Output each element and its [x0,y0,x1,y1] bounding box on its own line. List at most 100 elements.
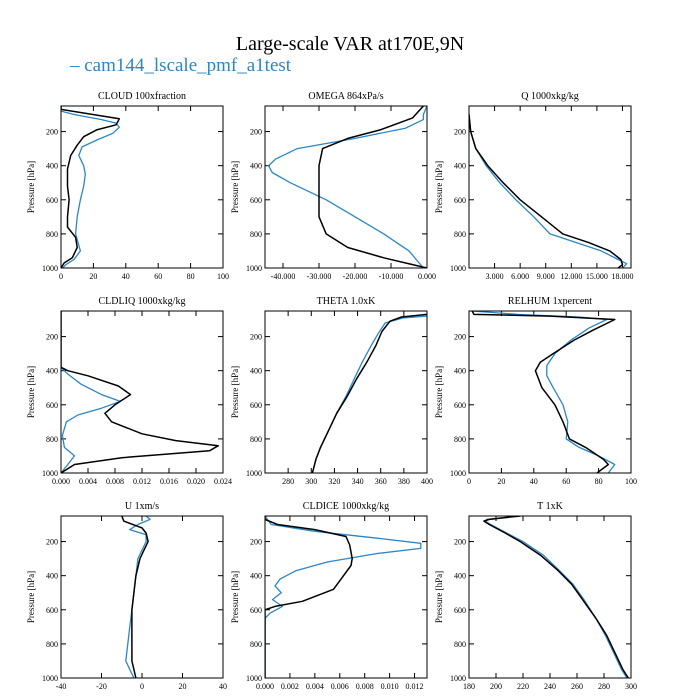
y-axis-label: Pressure [hPa] [230,571,240,623]
x-tick-label: 260 [571,682,583,691]
panel-title: CLDICE 1000xkg/kg [303,501,389,512]
x-tick-label: 40 [219,682,227,691]
y-tick-label: 1000 [42,469,58,478]
y-axis-label: Pressure [hPa] [434,571,444,623]
x-tick-label: 0.020 [187,477,205,486]
panel-title: CLOUD 100xfraction [98,91,186,102]
y-tick-label: 200 [46,333,58,342]
panel: OMEGA 864xPa/s Pressure [hPa] 200 400 600 800… [230,91,436,281]
plot-frame [264,515,428,679]
model-line [484,516,628,678]
x-tick-label: 0.010 [381,682,399,691]
x-tick-label: 360 [375,477,387,486]
y-tick-label: 800 [250,435,262,444]
y-tick-label: 400 [250,367,262,376]
x-tick-label: 9.000 [537,272,555,281]
y-tick-label: 200 [46,538,58,547]
x-tick-label: 300 [305,477,317,486]
y-tick-label: 200 [250,538,262,547]
reference-line [265,516,353,678]
y-axis-label: Pressure [hPa] [434,161,444,213]
y-tick-label: 1000 [450,264,466,273]
x-tick-label: 60 [154,272,162,281]
x-tick-label: 380 [398,477,410,486]
panel-title: THETA 1.0xK [317,296,376,307]
y-tick-label: 800 [454,640,466,649]
model-line [125,516,151,678]
x-tick-label: 0 [467,477,471,486]
legend-line-marker: – [70,55,80,76]
panel-title: T 1xK [537,501,563,512]
plot-frame [60,105,224,269]
x-tick-label: 280 [282,477,294,486]
x-tick-label: 3.000 [486,272,504,281]
x-tick-label: 320 [328,477,340,486]
y-tick-label: 600 [46,401,58,410]
x-tick-label: 0.004 [79,477,97,486]
x-tick-label: 6.000 [511,272,529,281]
plot-frame [468,515,632,679]
panel-title: OMEGA 864xPa/s [308,91,383,102]
x-tick-label: 12.000 [560,272,582,281]
y-tick-label: 1000 [42,674,58,683]
y-tick-label: 400 [454,572,466,581]
y-tick-label: 800 [250,640,262,649]
y-tick-label: 800 [46,230,58,239]
y-tick-label: 400 [46,572,58,581]
model-line [61,106,120,268]
panel: Q 1000xkg/kg Pressure [hPa] 200 400 600 800 10… [434,91,633,281]
x-tick-label: 0.000 [418,272,436,281]
y-tick-label: 200 [250,333,262,342]
x-tick-label: -30.000 [307,272,332,281]
x-tick-label: 0.000 [52,477,70,486]
y-tick-label: 800 [46,640,58,649]
panel-title: Q 1000xkg/kg [521,91,579,102]
x-tick-label: 400 [421,477,433,486]
y-tick-label: 600 [250,196,262,205]
reference-line [61,311,220,473]
x-tick-label: 0 [140,682,144,691]
model-line [311,315,427,473]
panel-title: U 1xm/s [125,501,159,512]
x-tick-label: -10.000 [379,272,404,281]
model-line [265,516,422,678]
x-tick-label: -40.000 [271,272,296,281]
y-axis-label: Pressure [hPa] [26,366,36,418]
x-tick-label: 20 [179,682,187,691]
x-tick-label: 20 [89,272,97,281]
y-axis-label: Pressure [hPa] [434,366,444,418]
y-tick-label: 1000 [246,469,262,478]
plot-frame [468,105,632,269]
reference-line [483,516,629,678]
x-tick-label: 0.012 [406,682,424,691]
reference-line [311,313,427,473]
x-tick-label: 300 [625,682,637,691]
y-axis-label: Pressure [hPa] [26,161,36,213]
y-tick-label: 1000 [246,674,262,683]
panel: CLDLIQ 1000xkg/kg Pressure [hPa] 200 400 600… [26,296,232,486]
y-tick-label: 600 [250,606,262,615]
y-axis-label: Pressure [hPa] [230,161,240,213]
y-tick-label: 400 [250,572,262,581]
x-tick-label: 0.004 [306,682,324,691]
x-tick-label: 100 [625,477,637,486]
y-tick-label: 400 [454,367,466,376]
panel: CLDICE 1000xkg/kg Pressure [hPa] 200 400 600… [230,501,428,691]
x-tick-label: -20.000 [343,272,368,281]
y-tick-label: 400 [46,367,58,376]
legend-label: cam144_lscale_pmf_a1test [84,55,292,76]
y-tick-label: 200 [454,333,466,342]
figure-title: Large-scale VAR at170E,9N [235,33,465,55]
x-tick-label: -40 [56,682,67,691]
panel-title: RELHUM 1xpercent [508,296,592,307]
y-tick-label: 600 [46,196,58,205]
x-tick-label: 100 [217,272,229,281]
x-tick-label: 0.000 [256,682,274,691]
y-tick-label: 600 [454,401,466,410]
x-tick-label: 80 [595,477,603,486]
y-tick-label: 600 [250,401,262,410]
x-tick-label: 15.000 [586,272,608,281]
y-tick-label: 800 [454,435,466,444]
